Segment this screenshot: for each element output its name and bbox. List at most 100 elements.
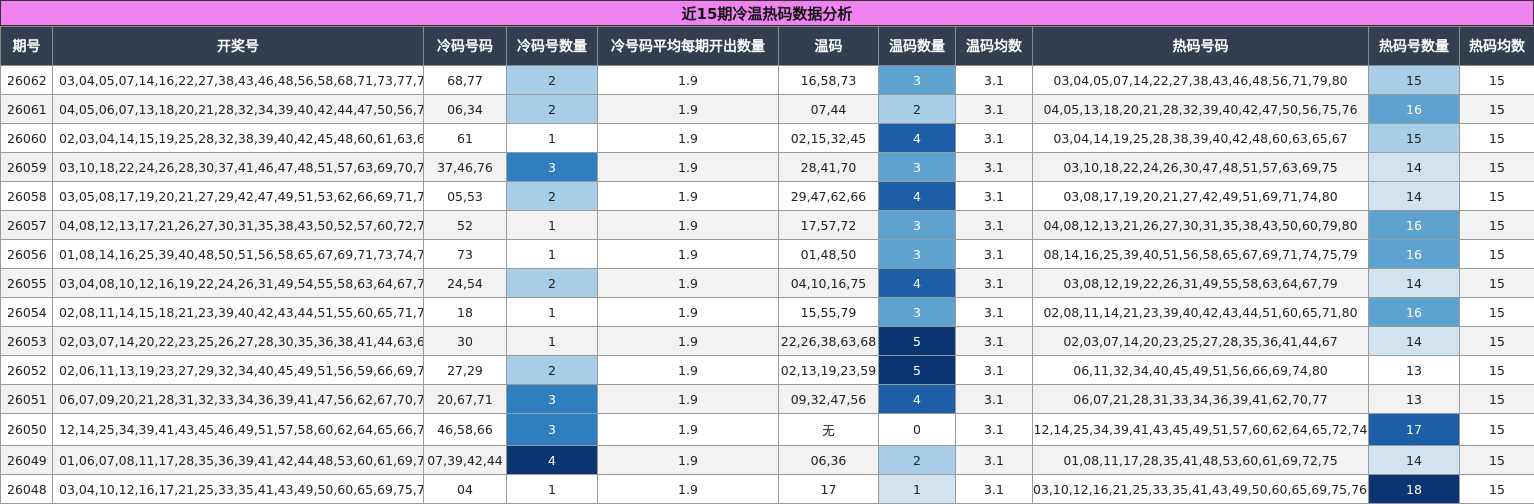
cell-warm-avg: 3.1 — [956, 446, 1033, 475]
cell-cold-numbers: 61 — [424, 124, 507, 153]
data-table: 期号 开奖号 冷码号码 冷码号数量 冷号码平均每期开出数量 温码 温码数量 温码… — [0, 26, 1534, 504]
cell-hot-count: 18 — [1369, 475, 1460, 504]
cell-warm-avg: 3.1 — [956, 356, 1033, 385]
cell-period: 26061 — [1, 95, 53, 124]
cell-cold-count: 3 — [507, 153, 598, 182]
cell-warm-avg: 3.1 — [956, 385, 1033, 414]
cell-warm-numbers: 02,13,19,23,59 — [779, 356, 879, 385]
cell-cold-avg: 1.9 — [598, 66, 779, 95]
cell-cold-avg: 1.9 — [598, 211, 779, 240]
cell-period: 26053 — [1, 327, 53, 356]
cell-warm-count: 4 — [879, 269, 956, 298]
cell-draw-numbers: 04,08,12,13,17,21,26,27,30,31,35,38,43,5… — [53, 211, 424, 240]
cell-warm-avg: 3.1 — [956, 182, 1033, 211]
header-row: 期号 开奖号 冷码号码 冷码号数量 冷号码平均每期开出数量 温码 温码数量 温码… — [1, 27, 1534, 66]
cell-warm-numbers: 22,26,38,63,68 — [779, 327, 879, 356]
cell-hot-count: 15 — [1369, 66, 1460, 95]
cell-cold-avg: 1.9 — [598, 124, 779, 153]
cell-draw-numbers: 04,05,06,07,13,18,20,21,28,32,34,39,40,4… — [53, 95, 424, 124]
header-warm-count: 温码数量 — [879, 27, 956, 66]
cell-hot-avg: 15 — [1460, 298, 1534, 327]
cell-hot-count: 14 — [1369, 182, 1460, 211]
cell-warm-count: 4 — [879, 124, 956, 153]
cell-warm-numbers: 04,10,16,75 — [779, 269, 879, 298]
cell-draw-numbers: 02,08,11,14,15,18,21,23,39,40,42,43,44,5… — [53, 298, 424, 327]
cell-draw-numbers: 03,04,10,12,16,17,21,25,33,35,41,43,49,5… — [53, 475, 424, 504]
cell-hot-avg: 15 — [1460, 414, 1534, 446]
cell-warm-numbers: 06,36 — [779, 446, 879, 475]
cell-hot-avg: 15 — [1460, 124, 1534, 153]
cell-cold-count: 4 — [507, 446, 598, 475]
cell-warm-count: 5 — [879, 327, 956, 356]
cell-cold-numbers: 05,53 — [424, 182, 507, 211]
cell-draw-numbers: 06,07,09,20,21,28,31,32,33,34,36,39,41,4… — [53, 385, 424, 414]
cell-warm-count: 3 — [879, 240, 956, 269]
cell-hot-numbers: 06,07,21,28,31,33,34,36,39,41,62,70,77 — [1033, 385, 1369, 414]
cell-hot-count: 14 — [1369, 269, 1460, 298]
cell-warm-avg: 3.1 — [956, 475, 1033, 504]
cell-warm-count: 2 — [879, 446, 956, 475]
cell-hot-count: 16 — [1369, 211, 1460, 240]
cell-cold-count: 2 — [507, 269, 598, 298]
cell-cold-numbers: 73 — [424, 240, 507, 269]
cell-hot-count: 15 — [1369, 124, 1460, 153]
cell-cold-numbers: 24,54 — [424, 269, 507, 298]
cell-hot-avg: 15 — [1460, 356, 1534, 385]
cell-warm-numbers: 01,48,50 — [779, 240, 879, 269]
cell-warm-avg: 3.1 — [956, 414, 1033, 446]
cell-warm-numbers: 07,44 — [779, 95, 879, 124]
cell-period: 26060 — [1, 124, 53, 153]
cell-cold-count: 3 — [507, 414, 598, 446]
cell-hot-count: 13 — [1369, 385, 1460, 414]
cell-cold-numbers: 20,67,71 — [424, 385, 507, 414]
cell-period: 26055 — [1, 269, 53, 298]
cell-warm-count: 5 — [879, 356, 956, 385]
cell-warm-avg: 3.1 — [956, 124, 1033, 153]
cell-hot-numbers: 03,10,12,16,21,25,33,35,41,43,49,50,60,6… — [1033, 475, 1369, 504]
cell-hot-numbers: 03,10,18,22,24,26,30,47,48,51,57,63,69,7… — [1033, 153, 1369, 182]
cell-draw-numbers: 02,03,04,14,15,19,25,28,32,38,39,40,42,4… — [53, 124, 424, 153]
cell-period: 26057 — [1, 211, 53, 240]
cell-cold-avg: 1.9 — [598, 327, 779, 356]
cell-hot-avg: 15 — [1460, 240, 1534, 269]
cell-cold-count: 1 — [507, 124, 598, 153]
cell-draw-numbers: 02,06,11,13,19,23,27,29,32,34,40,45,49,5… — [53, 356, 424, 385]
header-hot-avg: 热码均数 — [1460, 27, 1534, 66]
cell-hot-avg: 15 — [1460, 66, 1534, 95]
cell-hot-count: 14 — [1369, 446, 1460, 475]
header-period: 期号 — [1, 27, 53, 66]
cell-hot-numbers: 01,08,11,17,28,35,41,48,53,60,61,69,72,7… — [1033, 446, 1369, 475]
cell-period: 26054 — [1, 298, 53, 327]
cell-draw-numbers: 02,03,07,14,20,22,23,25,26,27,28,30,35,3… — [53, 327, 424, 356]
cell-warm-avg: 3.1 — [956, 327, 1033, 356]
cell-period: 26048 — [1, 475, 53, 504]
cell-warm-avg: 3.1 — [956, 211, 1033, 240]
cell-hot-numbers: 06,11,32,34,40,45,49,51,56,66,69,74,80 — [1033, 356, 1369, 385]
cell-warm-count: 3 — [879, 211, 956, 240]
cell-cold-count: 1 — [507, 327, 598, 356]
cell-hot-count: 16 — [1369, 298, 1460, 327]
cell-warm-avg: 3.1 — [956, 298, 1033, 327]
cell-warm-count: 3 — [879, 66, 956, 95]
cell-cold-avg: 1.9 — [598, 298, 779, 327]
cell-cold-numbers: 18 — [424, 298, 507, 327]
cell-warm-avg: 3.1 — [956, 66, 1033, 95]
cell-warm-count: 3 — [879, 153, 956, 182]
cell-hot-count: 16 — [1369, 240, 1460, 269]
cell-cold-numbers: 68,77 — [424, 66, 507, 95]
cell-warm-numbers: 17,57,72 — [779, 211, 879, 240]
header-cold-count: 冷码号数量 — [507, 27, 598, 66]
cell-cold-count: 1 — [507, 211, 598, 240]
cell-period: 26058 — [1, 182, 53, 211]
header-hot-count: 热码号数量 — [1369, 27, 1460, 66]
cell-hot-numbers: 03,08,12,19,22,26,31,49,55,58,63,64,67,7… — [1033, 269, 1369, 298]
